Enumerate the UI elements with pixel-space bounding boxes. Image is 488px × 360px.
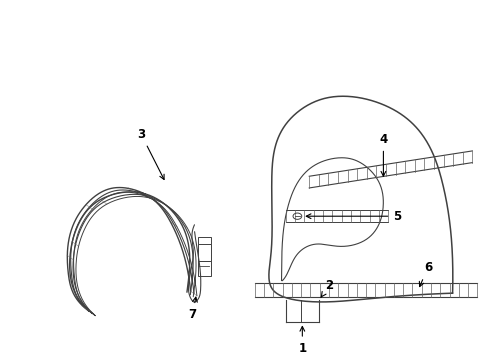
Text: 2: 2 xyxy=(320,279,332,298)
FancyBboxPatch shape xyxy=(197,244,211,261)
Text: 5: 5 xyxy=(305,210,401,223)
FancyBboxPatch shape xyxy=(197,237,211,276)
Text: 1: 1 xyxy=(298,327,306,355)
Text: 3: 3 xyxy=(137,128,164,180)
Text: 4: 4 xyxy=(379,133,386,176)
Text: 7: 7 xyxy=(188,297,197,321)
Text: 6: 6 xyxy=(419,261,431,287)
